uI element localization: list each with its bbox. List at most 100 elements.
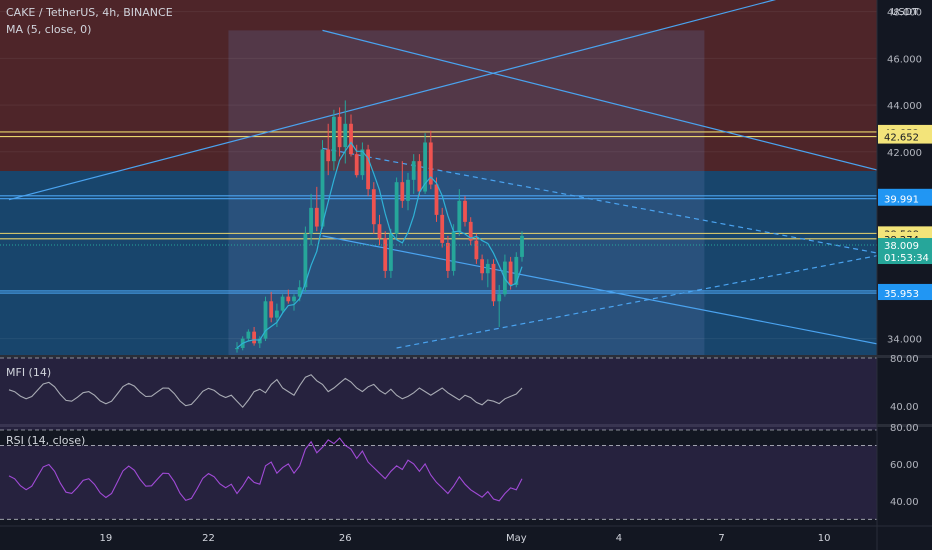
candle-body: [297, 287, 302, 297]
candle-body: [343, 123, 348, 148]
candle-body: [314, 207, 319, 227]
candle-body: [383, 238, 388, 271]
price-tick-label: 44.000: [887, 101, 922, 112]
price-tick-label: 42.000: [887, 148, 922, 159]
price-tick-label: 48.000: [887, 8, 922, 19]
candle-body: [269, 301, 274, 318]
ascending-trendline: [8, 0, 777, 201]
candle-body: [497, 294, 502, 302]
price-tag-box: [878, 286, 932, 301]
rsi-legend: RSI (14, close): [6, 434, 85, 447]
candle-body: [366, 149, 370, 190]
time-tick-label: 26: [339, 533, 352, 544]
candle-body: [286, 296, 291, 302]
rsi-band-fill: [0, 445, 877, 520]
candle-body: [508, 261, 513, 285]
candle-body: [457, 200, 462, 232]
candle-body: [377, 224, 382, 239]
candle-body: [446, 242, 450, 271]
candle-body: [371, 189, 376, 225]
candle-body: [354, 154, 359, 176]
channel-upper-line: [322, 29, 932, 185]
candle-body: [440, 214, 445, 243]
candle-body: [332, 116, 336, 162]
candle-body: [463, 200, 467, 222]
candle-body: [406, 179, 410, 201]
time-tick-label: 4: [616, 533, 622, 544]
ma-legend-text: MA (5, close, 0): [6, 23, 92, 36]
candle-body: [280, 296, 285, 311]
candle-body: [360, 149, 365, 176]
candle-countdown: 01:53:34: [884, 253, 929, 264]
symbol-title: CAKE / TetherUS, 4h, BINANCE: [6, 6, 173, 19]
candle-body: [275, 310, 279, 318]
candle-body: [411, 161, 416, 180]
candle-body: [514, 256, 519, 285]
candle-body: [491, 263, 496, 302]
measure-box: [228, 30, 705, 355]
last-price-label: 38.009: [884, 241, 919, 252]
candle-body: [326, 149, 331, 162]
price-tag-label: 39.991: [884, 195, 919, 206]
candle-body: [434, 184, 439, 215]
rsi-tick-label: 80.00: [890, 423, 919, 434]
mfi-legend-text: MFI (14): [6, 366, 52, 379]
mfi-legend: MFI (14): [6, 366, 51, 379]
ma-legend: MA (5, close, 0): [6, 23, 91, 36]
candle-body: [417, 161, 422, 192]
candle-body: [252, 331, 256, 344]
candle-body: [485, 263, 490, 274]
price-tag-box: [878, 191, 932, 206]
symbol-title-text: CAKE / TetherUS, 4h, BINANCE: [6, 6, 173, 19]
candle-body: [320, 149, 325, 227]
range-zone-lower: [0, 171, 877, 355]
candle-body: [263, 301, 268, 339]
candle-body: [400, 182, 405, 201]
candle-body: [303, 233, 308, 288]
mfi-tick-label: 80.00: [890, 354, 919, 365]
candle-body: [520, 235, 524, 257]
rsi-legend-text: RSI (14, close): [6, 434, 86, 447]
rsi-tick-label: 40.00: [890, 497, 919, 508]
candle-body: [468, 221, 473, 241]
mfi-band-fill: [0, 358, 877, 430]
currency-label: USDT: [891, 7, 918, 18]
candle-body: [246, 331, 251, 339]
pane-separator: [0, 424, 932, 427]
rsi-line: [8, 437, 523, 502]
time-tick-label: 7: [718, 533, 724, 544]
price-tag-label: 42.652: [884, 133, 919, 144]
candle-body: [428, 142, 433, 185]
dashed-trendline: [322, 147, 932, 264]
price-tag-box: [878, 129, 932, 144]
rsi-tick-label: 60.00: [890, 460, 919, 471]
candle-body: [474, 240, 479, 260]
candle-body: [235, 347, 239, 350]
pane-separator: [0, 355, 932, 358]
candle-body: [389, 233, 393, 271]
currency-label-text: USDT: [891, 7, 919, 18]
mfi-tick-label: 40.00: [890, 402, 919, 413]
time-tick-label: 22: [202, 533, 215, 544]
time-tick-label: May: [506, 533, 527, 544]
mfi-line: [8, 374, 523, 409]
candle-body: [257, 338, 262, 344]
price-tag-label: 35.953: [884, 289, 919, 300]
last-price-box: [878, 238, 932, 265]
time-tick-label: 10: [818, 533, 831, 544]
time-axis-background: [0, 526, 932, 550]
price-tick-label: 34.000: [887, 335, 922, 346]
price-axis-background: [877, 0, 932, 355]
candle-body: [451, 231, 456, 271]
candle-body: [394, 182, 399, 234]
time-tick-label: 19: [100, 533, 113, 544]
candle-body: [480, 259, 484, 274]
candle-body: [349, 123, 353, 155]
price-tick-label: 46.000: [887, 54, 922, 65]
ma-line: [236, 141, 523, 349]
candle-body: [423, 142, 427, 192]
candle-body: [337, 116, 342, 148]
range-zone-upper: [0, 0, 877, 171]
candle-body: [309, 207, 313, 234]
